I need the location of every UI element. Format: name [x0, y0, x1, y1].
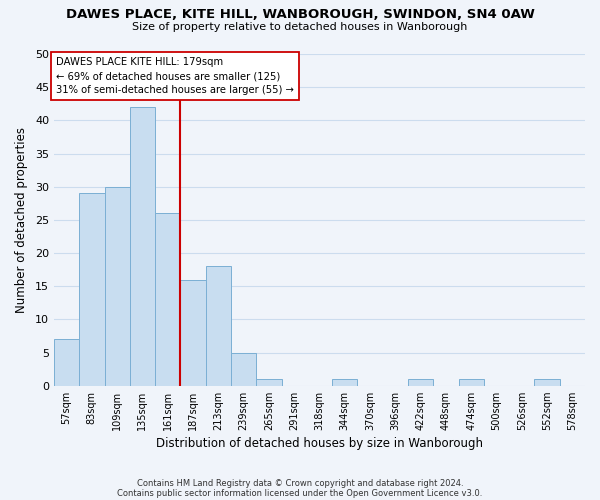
Bar: [155, 213, 181, 386]
Bar: [104, 186, 130, 386]
Text: Contains HM Land Registry data © Crown copyright and database right 2024.: Contains HM Land Registry data © Crown c…: [137, 478, 463, 488]
Bar: [332, 379, 358, 386]
Bar: [54, 340, 79, 386]
Text: Size of property relative to detached houses in Wanborough: Size of property relative to detached ho…: [133, 22, 467, 32]
Bar: [79, 194, 104, 386]
Bar: [181, 280, 206, 386]
X-axis label: Distribution of detached houses by size in Wanborough: Distribution of detached houses by size …: [156, 437, 483, 450]
Bar: [206, 266, 231, 386]
Text: DAWES PLACE KITE HILL: 179sqm
← 69% of detached houses are smaller (125)
31% of : DAWES PLACE KITE HILL: 179sqm ← 69% of d…: [56, 58, 295, 96]
Bar: [231, 352, 256, 386]
Y-axis label: Number of detached properties: Number of detached properties: [15, 127, 28, 313]
Bar: [130, 107, 155, 386]
Bar: [458, 379, 484, 386]
Text: Contains public sector information licensed under the Open Government Licence v3: Contains public sector information licen…: [118, 488, 482, 498]
Bar: [535, 379, 560, 386]
Text: DAWES PLACE, KITE HILL, WANBOROUGH, SWINDON, SN4 0AW: DAWES PLACE, KITE HILL, WANBOROUGH, SWIN…: [65, 8, 535, 20]
Bar: [256, 379, 281, 386]
Bar: [408, 379, 433, 386]
